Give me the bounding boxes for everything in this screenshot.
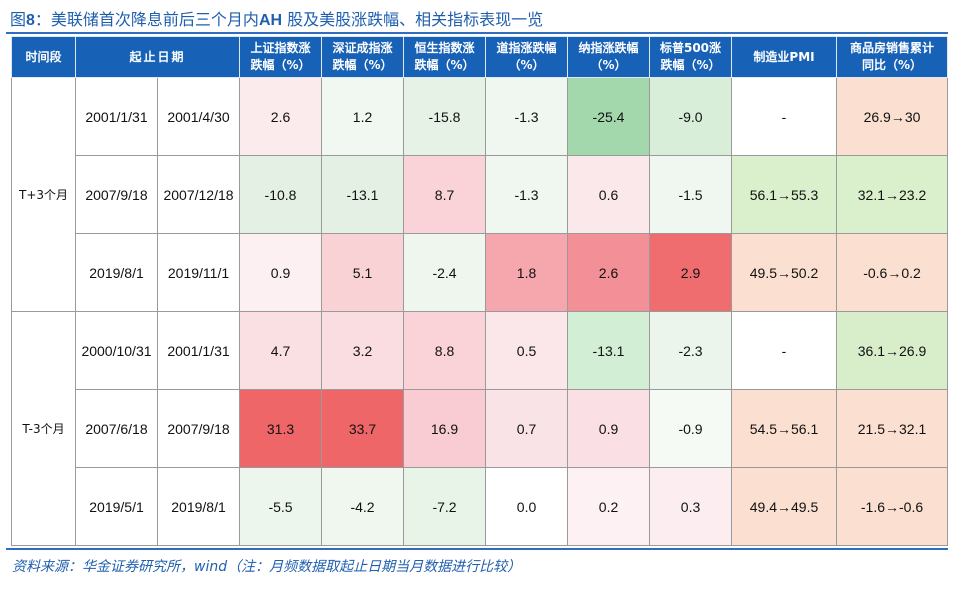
cell-pmi: 56.1→55.3: [731, 155, 838, 234]
cell-sp500: 2.9: [649, 233, 733, 312]
table-row: T-3个月 2000/10/31 2001/1/31 4.7 3.2 8.8 0…: [11, 311, 949, 546]
cell-sales: 36.1→26.9: [836, 311, 949, 390]
cell-shanghai: 4.7: [239, 311, 323, 390]
source-note: 资料来源：华金证券研究所，wind（注：月频数据取起止日期当月数据进行比较）: [12, 559, 522, 575]
cell-pmi: -: [731, 311, 838, 390]
cell-dow: 0.7: [485, 389, 569, 468]
bottom-rule: [6, 548, 948, 550]
cell-hangseng: 16.9: [403, 389, 487, 468]
header-pmi: 制造业PMI: [731, 36, 838, 78]
cell-shanghai: -5.5: [239, 467, 323, 546]
cell-pmi: -: [731, 77, 838, 156]
cell-nasdaq: -13.1: [567, 311, 651, 390]
cell-pmi: 49.5→50.2: [731, 233, 838, 312]
cell-shanghai: -10.8: [239, 155, 323, 234]
figure-prefix: 图: [10, 10, 27, 29]
cell-dow: -1.3: [485, 77, 569, 156]
cell-shenzhen: 3.2: [321, 311, 405, 390]
cell-dow: 1.8: [485, 233, 569, 312]
figure-title-text: ：美联储首次降息前后三个月内: [34, 10, 259, 29]
cell-sp500: -9.0: [649, 77, 733, 156]
cell-shanghai: 2.6: [239, 77, 323, 156]
header-sales: 商品房销售累计 同比（%）: [836, 36, 949, 78]
header-hangseng: 恒生指数涨 跌幅（%）: [403, 36, 487, 78]
cell-start: 2001/1/31: [75, 77, 158, 156]
header-period: 时间段: [11, 36, 76, 78]
cell-start: 2000/10/31: [75, 311, 158, 390]
cell-shanghai: 0.9: [239, 233, 323, 312]
figure-title-rest: 股及美股涨跌幅、相关指标表现一览: [282, 10, 544, 29]
header-dow: 道指涨跌幅 （%）: [485, 36, 569, 78]
cell-hangseng: 8.8: [403, 311, 487, 390]
cell-sp500: 0.3: [649, 467, 733, 546]
cell-sales: 32.1→23.2: [836, 155, 949, 234]
cell-nasdaq: 2.6: [567, 233, 651, 312]
cell-shenzhen: 33.7: [321, 389, 405, 468]
cell-shanghai: 31.3: [239, 389, 323, 468]
cell-sales: 26.9→30: [836, 77, 949, 156]
cell-start: 2019/5/1: [75, 467, 158, 546]
cell-shenzhen: -13.1: [321, 155, 405, 234]
cell-pmi: 49.4→49.5: [731, 467, 838, 546]
cell-start: 2007/6/18: [75, 389, 158, 468]
cell-end: 2007/9/18: [156, 389, 241, 468]
cell-sales: 21.5→32.1: [836, 389, 949, 468]
table-row: 2019/5/1 2019/8/1 -5.5 -4.2 -7.2 0.0 0.2…: [12, 467, 949, 546]
cell-end: 2019/8/1: [156, 467, 241, 546]
figure-title-ah: AH: [258, 12, 283, 29]
cell-sp500: -0.9: [649, 389, 733, 468]
table-row: 2007/6/18 2007/9/18 31.3 33.7 16.9 0.7 0…: [12, 389, 949, 468]
cell-sales: -0.6→0.2: [836, 233, 949, 312]
table-row: 2007/9/18 2007/12/18 -10.8 -13.1 8.7 -1.…: [12, 155, 949, 234]
group-label-post: T+3个月: [11, 77, 76, 312]
data-table: 时间段 起止日期 上证指数涨 跌幅（%） 深证成指涨 跌幅（%） 恒生指数涨 跌幅（%…: [11, 36, 949, 546]
cell-sp500: -1.5: [649, 155, 733, 234]
cell-hangseng: 8.7: [403, 155, 487, 234]
figure-number: 8: [26, 12, 35, 29]
header-shenzhen: 深证成指涨 跌幅（%）: [321, 36, 405, 78]
cell-shenzhen: 5.1: [321, 233, 405, 312]
header-sp500: 标普500涨 跌幅（%）: [649, 36, 733, 78]
cell-hangseng: -7.2: [403, 467, 487, 546]
cell-hangseng: -2.4: [403, 233, 487, 312]
table-row: T+3个月 2001/1/31 2001/4/30 2.6 1.2 -15.8 …: [11, 77, 949, 312]
header-row: 时间段 起止日期 上证指数涨 跌幅（%） 深证成指涨 跌幅（%） 恒生指数涨 跌幅（%…: [11, 36, 949, 78]
cell-end: 2007/12/18: [156, 155, 241, 234]
cell-shenzhen: 1.2: [321, 77, 405, 156]
cell-nasdaq: -25.4: [567, 77, 651, 156]
cell-sp500: -2.3: [649, 311, 733, 390]
cell-shenzhen: -4.2: [321, 467, 405, 546]
cell-nasdaq: 0.9: [567, 389, 651, 468]
table-row: 2019/8/1 2019/11/1 0.9 5.1 -2.4 1.8 2.6 …: [12, 233, 949, 312]
cell-start: 2019/8/1: [75, 233, 158, 312]
cell-dow: -1.3: [485, 155, 569, 234]
cell-hangseng: -15.8: [403, 77, 487, 156]
cell-nasdaq: 0.2: [567, 467, 651, 546]
header-shanghai: 上证指数涨 跌幅（%）: [239, 36, 323, 78]
cell-end: 2019/11/1: [156, 233, 241, 312]
cell-dow: 0.0: [485, 467, 569, 546]
cell-end: 2001/1/31: [156, 311, 241, 390]
group-label-pre: T-3个月: [11, 311, 76, 546]
figure-title: 图8：美联储首次降息前后三个月内AH 股及美股涨跌幅、相关指标表现一览: [10, 6, 543, 30]
cell-pmi: 54.5→56.1: [731, 389, 838, 468]
header-nasdaq: 纳指涨跌幅 （%）: [567, 36, 651, 78]
cell-end: 2001/4/30: [156, 77, 241, 156]
top-rule: [6, 32, 948, 34]
cell-nasdaq: 0.6: [567, 155, 651, 234]
header-dates: 起止日期: [74, 36, 241, 78]
cell-sales: -1.6→-0.6: [836, 467, 949, 546]
cell-start: 2007/9/18: [75, 155, 158, 234]
cell-dow: 0.5: [485, 311, 569, 390]
